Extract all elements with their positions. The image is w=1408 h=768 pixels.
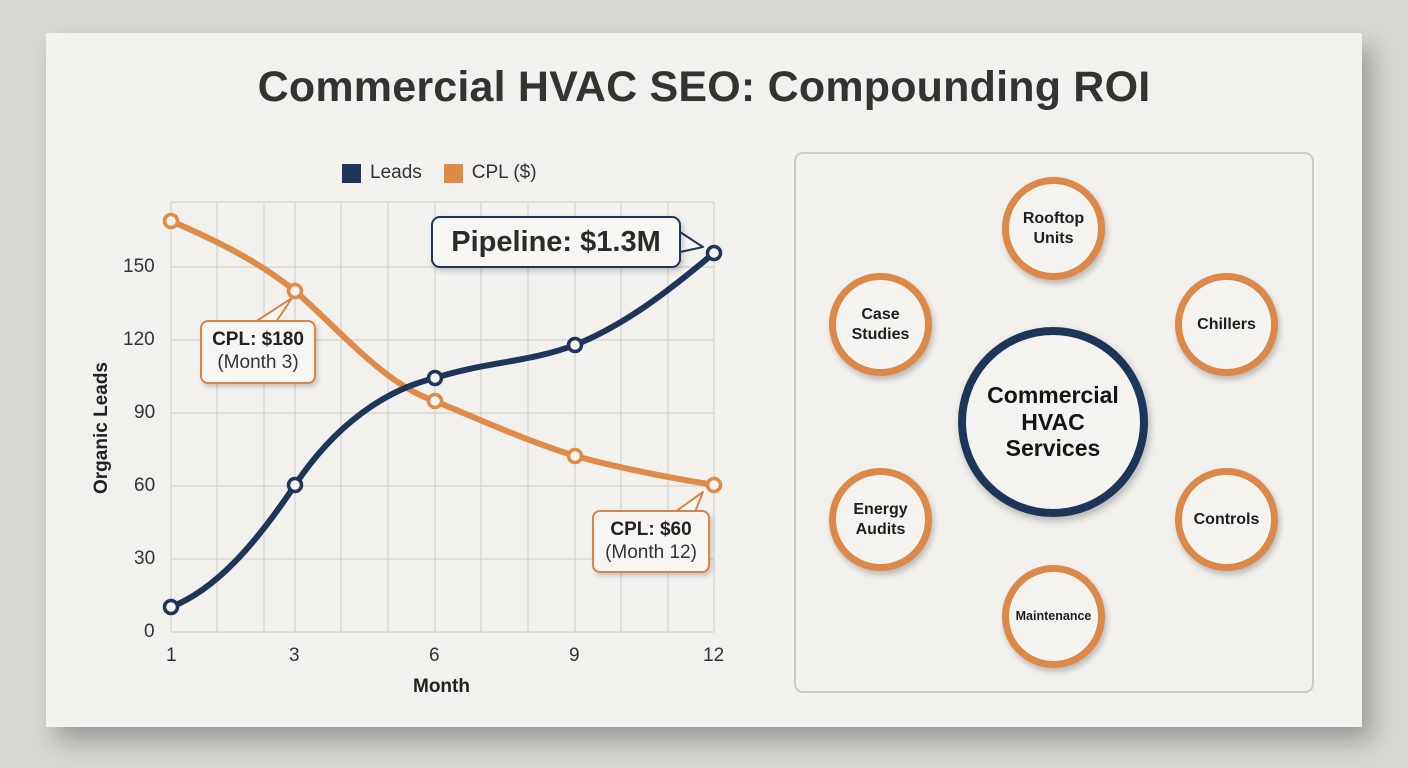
y-tick: 120	[123, 329, 155, 350]
leads-swatch-icon	[342, 163, 361, 183]
chart-grid	[170, 201, 715, 633]
leads-markers	[162, 244, 723, 616]
node-case-studies: Case Studies	[829, 273, 932, 376]
y-tick: 30	[134, 548, 156, 569]
y-axis-label-wrap: Organic Leads	[91, 328, 112, 528]
y-tick: 150	[123, 256, 155, 277]
cpl-month3-callout: CPL: $180 (Month 3)	[200, 320, 316, 384]
page-title: Commercial HVAC SEO: Compounding ROI	[257, 63, 1151, 111]
legend-item-cpl: CPL ($)	[443, 162, 537, 184]
node-maintenance: Maintenance	[1002, 565, 1105, 668]
legend-item-leads: Leads	[342, 162, 422, 184]
x-tick: 12	[703, 645, 725, 666]
hub-commercial-hvac-services: Commercial HVAC Services	[958, 327, 1148, 517]
y-tick: 90	[134, 402, 156, 423]
x-tick: 6	[429, 645, 440, 666]
x-tick: 9	[569, 645, 580, 666]
y-tick: 0	[144, 621, 155, 642]
cpl-markers	[162, 212, 723, 494]
y-axis-label: Organic Leads	[91, 362, 112, 494]
node-energy-audits: Energy Audits	[829, 468, 932, 571]
chart-legend: Leads CPL ($)	[342, 162, 559, 184]
cpl-swatch-icon	[443, 163, 463, 183]
node-controls: Controls	[1175, 468, 1278, 571]
x-axis-label: Month	[413, 676, 470, 697]
node-chillers: Chillers	[1175, 273, 1278, 376]
node-rooftop-units: Rooftop Units	[1002, 177, 1105, 280]
pipeline-callout: Pipeline: $1.3M	[431, 216, 681, 268]
x-tick: 3	[289, 645, 300, 666]
x-tick: 1	[166, 645, 177, 666]
y-tick: 60	[134, 475, 156, 496]
cpl-month12-callout: CPL: $60 (Month 12)	[592, 510, 710, 573]
